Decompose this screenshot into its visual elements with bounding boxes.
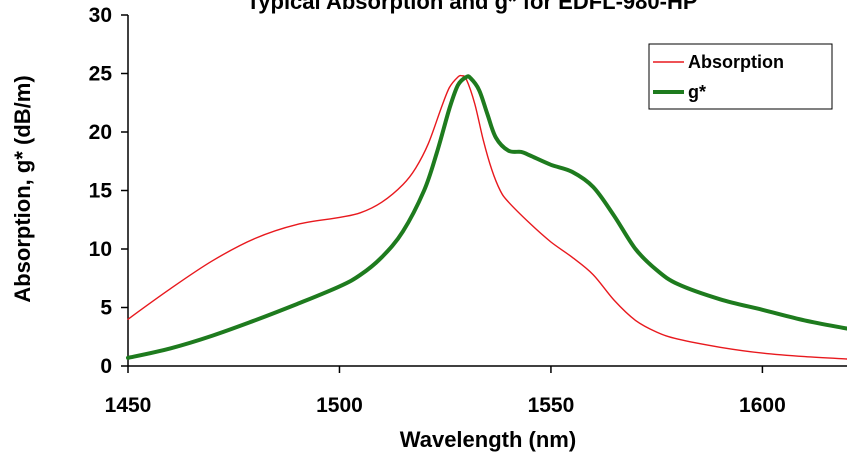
y-tick-label: 15 [89, 180, 113, 203]
y-tick-label: 10 [89, 238, 112, 261]
legend-label-absorption: Absorption [688, 52, 784, 72]
y-axis-title: Absorption, g* (dB/m) [10, 75, 35, 302]
y-tick-label: 30 [89, 4, 112, 27]
y-tick-label: 5 [100, 297, 112, 320]
legend-box [648, 43, 833, 110]
chart-title: Typical Absorption and g* for EDFL-980-H… [246, 0, 697, 14]
series-line-g-star [126, 74, 847, 360]
y-tick-label: 25 [89, 63, 113, 86]
series-line-absorption [127, 74, 847, 360]
x-tick-label: 1550 [528, 394, 575, 417]
x-axis-title: Wavelength (nm) [400, 427, 576, 452]
x-tick-label: 1600 [739, 394, 786, 417]
series-layer [126, 74, 847, 360]
axes: 0 5 10 15 20 25 30 1450 1500 1550 1600 [89, 4, 847, 417]
y-tick-label: 0 [100, 355, 112, 378]
x-tick-label: 1500 [316, 394, 363, 417]
legend: Absorption g* [648, 43, 833, 110]
x-tick-label: 1450 [105, 394, 152, 417]
y-tick-label: 20 [89, 121, 112, 144]
legend-label-g-star: g* [688, 82, 706, 102]
